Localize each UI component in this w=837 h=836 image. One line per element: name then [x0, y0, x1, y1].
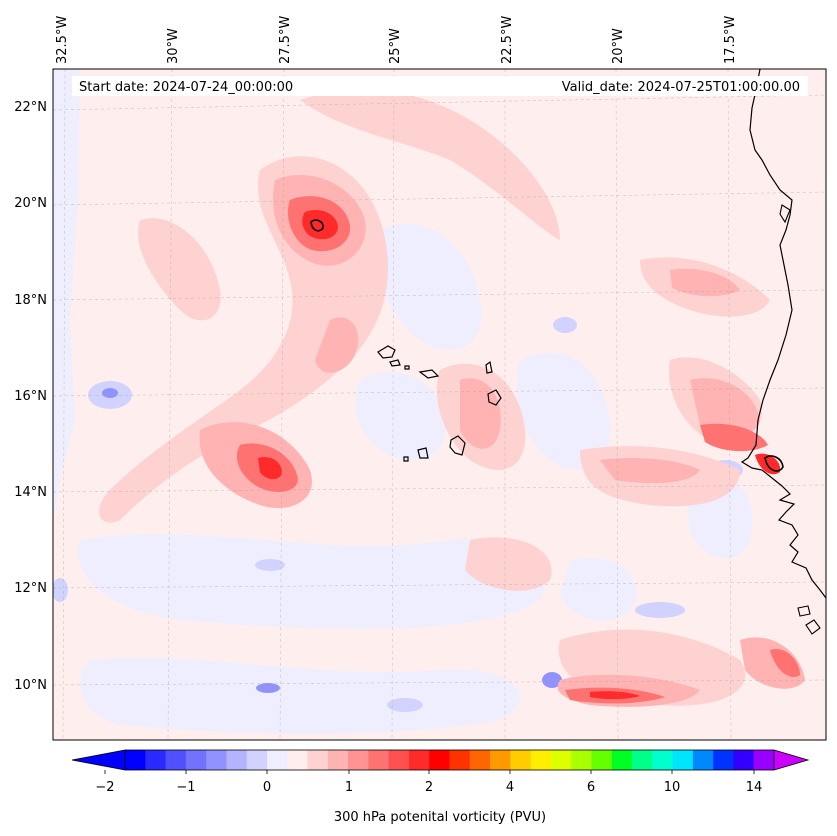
colorbar-tick-label: −2	[95, 780, 114, 795]
lon-tick-label: 20°W	[611, 28, 626, 64]
lat-tick-label: 10°N	[14, 678, 47, 693]
pv-contour-high	[310, 219, 324, 232]
colorbar-cell	[408, 750, 430, 770]
lon-tick-label: 27.5°W	[278, 16, 293, 64]
lat-tick-label: 22°N	[14, 100, 47, 115]
colorbar-cell	[185, 750, 207, 770]
colorbar-cell	[348, 750, 369, 770]
colorbar-cell	[125, 750, 146, 770]
colorbar: −2 −1 0 1 2 4 6 10 14 300 hPa potenital vorticit…	[71, 749, 810, 825]
start-date-label: Start date: 2024-07-24_00:00:00	[79, 80, 293, 95]
lon-tick-label: 30°W	[166, 28, 181, 64]
colorbar-cell	[692, 750, 714, 770]
colorbar-extend-outline	[71, 749, 810, 771]
colorbar-cell	[165, 750, 187, 770]
colorbar-tick-label: 14	[746, 780, 763, 795]
longitude-ticks: 32.5°W 30°W 27.5°W 25°W 22.5°W 20°W 17.5…	[55, 16, 738, 64]
colorbar-cell	[550, 750, 572, 770]
colorbar-cell	[206, 750, 227, 770]
colorbar-cell	[246, 750, 268, 770]
colorbar-tick-label: 1	[345, 780, 353, 795]
colorbar-cell	[510, 750, 532, 770]
colorbar-cell	[652, 750, 673, 770]
colorbar-cell	[388, 750, 410, 770]
colorbar-tick-label: 0	[263, 780, 271, 795]
colorbar-extend-left	[72, 750, 125, 770]
colorbar-tick-label: 4	[506, 780, 514, 795]
cape-verde-islands	[377, 345, 502, 462]
map-frame	[52, 68, 827, 741]
negative-pv-cores	[102, 388, 562, 693]
colorbar-tick-label: −1	[176, 780, 195, 795]
lon-tick-label: 32.5°W	[55, 16, 70, 64]
colorbar-cell	[307, 750, 329, 770]
colorbar-cell	[672, 750, 694, 770]
lon-tick-label: 17.5°W	[723, 16, 738, 64]
latitude-ticks: 22°N 20°N 18°N 16°N 14°N 12°N 10°N	[14, 100, 47, 693]
colorbar-cell	[490, 750, 511, 770]
colorbar-cell	[469, 750, 491, 770]
lat-tick-label: 20°N	[14, 196, 47, 211]
map-panel	[53, 69, 826, 740]
colorbar-cell	[733, 750, 755, 770]
colorbar-cell	[287, 750, 308, 770]
africa-coastline	[740, 69, 826, 599]
valid-date-label: Valid_date: 2024-07-25T01:00:00.00	[562, 80, 800, 95]
colorbar-tick-label: 6	[587, 780, 595, 795]
lat-tick-label: 16°N	[14, 389, 47, 404]
lon-tick-label: 25°W	[388, 28, 403, 64]
colorbar-cell	[713, 750, 734, 770]
colorbar-cell	[530, 750, 552, 770]
colorbar-cell	[449, 750, 471, 770]
pv-contour-coast	[764, 455, 784, 472]
colorbar-cell	[266, 750, 288, 770]
africa-coast-islands	[779, 204, 821, 635]
colorbar-cells	[125, 750, 775, 770]
colorbar-tick-label: 10	[664, 780, 681, 795]
colorbar-title: 300 hPa potenital vorticity (PVU)	[334, 810, 546, 825]
colorbar-cell	[327, 750, 349, 770]
lat-tick-label: 12°N	[14, 581, 47, 596]
colorbar-cell	[368, 750, 390, 770]
graticule	[53, 69, 826, 740]
lat-tick-label: 14°N	[14, 485, 47, 500]
lat-tick-label: 18°N	[14, 293, 47, 308]
colorbar-frame	[124, 749, 775, 771]
colorbar-cell	[753, 750, 775, 770]
colorbar-tick-label: 2	[425, 780, 433, 795]
colorbar-cell	[591, 750, 613, 770]
colorbar-cell	[632, 750, 653, 770]
colorbar-cell	[429, 750, 450, 770]
info-strip	[72, 76, 808, 96]
colorbar-ticks: −2 −1 0 1 2 4 6 10 14	[95, 770, 762, 795]
colorbar-cell	[145, 750, 166, 770]
lon-tick-label: 22.5°W	[500, 16, 515, 64]
colorbar-cell	[571, 750, 592, 770]
colorbar-cell	[226, 750, 248, 770]
colorbar-extend-right	[774, 750, 808, 770]
colorbar-cell	[611, 750, 633, 770]
